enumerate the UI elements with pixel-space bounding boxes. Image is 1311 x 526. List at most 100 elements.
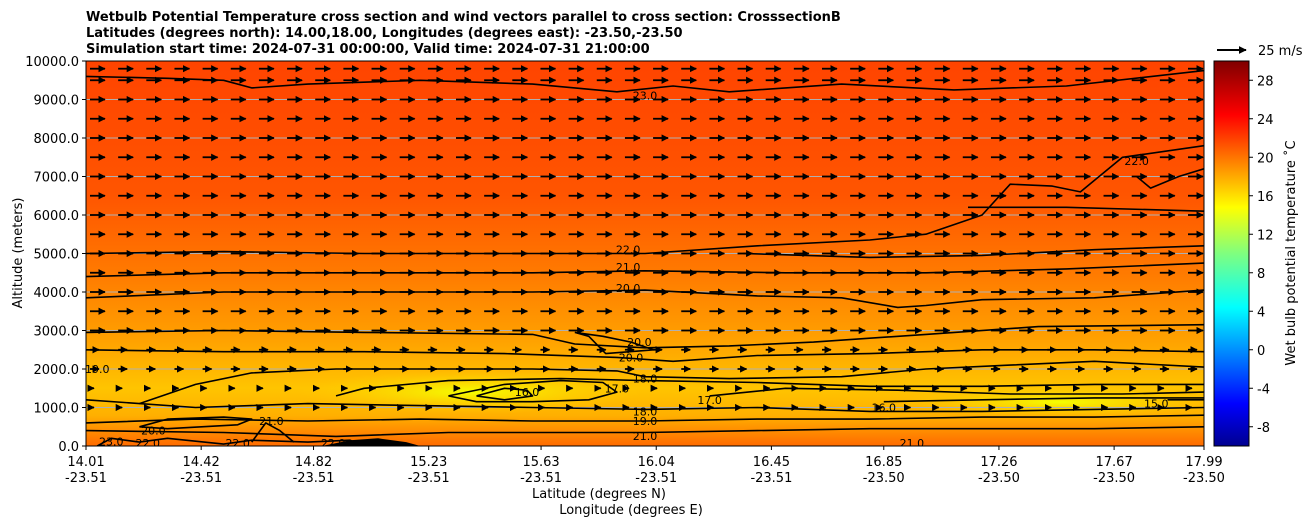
- y-tick-label-10: 10000.0: [25, 55, 79, 70]
- colorbar-tick-label-2: 0: [1257, 344, 1265, 359]
- y-axis: 0.0 1000.0 2000.0 3000.0 4000.0 5000.0 6000.0 7…: [25, 55, 86, 455]
- contour-22-3: [1136, 168, 1204, 189]
- contour-label-13: 17.0: [605, 382, 630, 395]
- contour-label-6: 20.0: [619, 351, 644, 364]
- chart-title: Wetbulb Potential Temperature cross sect…: [86, 10, 841, 57]
- title-line-1: Wetbulb Potential Temperature cross sect…: [86, 10, 841, 25]
- y-tick-label-1: 1000.0: [34, 402, 80, 417]
- contour-label-0: 23.0: [633, 90, 658, 103]
- colorbar-tick-label-5: 12: [1257, 228, 1274, 243]
- x-tick-lat-0: 14.01: [67, 455, 104, 470]
- y-tick-label-7: 7000.0: [34, 171, 80, 186]
- x-tick-lon-8: -23.50: [978, 471, 1020, 486]
- colorbar: -8 -4 0 4 8 12 16 20 24 28 Wet bulb potential tem…: [1213, 60, 1299, 447]
- contour-20-8: [86, 323, 1204, 349]
- contour-label-5: 20.0: [627, 336, 652, 349]
- wind-vectors: [87, 65, 1204, 412]
- colorbar-tick-label-9: 28: [1257, 74, 1274, 89]
- terrain-shape: [322, 438, 421, 446]
- x-tick-lon-2: -23.51: [293, 471, 335, 486]
- contour-16-16: [883, 397, 1204, 403]
- colorbar-bar: [1213, 60, 1250, 447]
- contour-label-16: 15.0: [1144, 398, 1169, 411]
- x-tick-lon-9: -23.50: [1093, 471, 1135, 486]
- colorbar-ticks: -8 -4 0 4 8 12 16 20 24 28: [1249, 74, 1274, 436]
- contour-label-17: 20.0: [141, 425, 166, 438]
- x-tick-lat-8: 17.26: [980, 455, 1017, 470]
- title-line-2: Latitudes (degrees north): 14.00,18.00, …: [86, 26, 683, 41]
- colorbar-tick-label-0: -8: [1257, 421, 1270, 436]
- cool-core-east: [900, 386, 1204, 418]
- x-tick-lat-7: 16.85: [865, 455, 902, 470]
- contour-20-19: [139, 416, 253, 430]
- contour-22-1: [86, 144, 1204, 255]
- contour-label-23: 23.0: [99, 435, 124, 448]
- quiver-key: 25 m/s: [1217, 44, 1303, 59]
- contour-labels: 23.022.022.021.020.020.020.018.018.019.0…: [85, 90, 1169, 450]
- plot-area: 23.022.022.021.020.020.020.018.018.019.0…: [85, 60, 1205, 450]
- x-tick-lat-10: 17.99: [1185, 455, 1222, 470]
- x-tick-lon-10: -23.50: [1183, 471, 1225, 486]
- x-tick-lon-7: -23.50: [863, 471, 905, 486]
- colorbar-tick-label-1: -4: [1257, 382, 1270, 397]
- colorbar-tick-label-3: 4: [1257, 305, 1265, 320]
- contour-16-15: [476, 387, 534, 401]
- y-tick-label-9: 9000.0: [34, 94, 80, 109]
- contour-label-1: 22.0: [1124, 155, 1149, 168]
- contour-label-14: 17.0: [697, 394, 722, 407]
- x-tick-lat-3: 15.23: [410, 455, 447, 470]
- quiver-key-label: 25 m/s: [1258, 44, 1303, 59]
- terrain: [322, 438, 421, 446]
- y-tick-label-3: 3000.0: [34, 325, 80, 340]
- x-tick-lon-4: -23.51: [520, 471, 562, 486]
- y-tick-label-5: 5000.0: [34, 248, 80, 263]
- contour-label-19: 22.0: [136, 437, 161, 450]
- contour-label-4: 20.0: [616, 282, 641, 295]
- colorbar-label: Wet bulb potential temperature ˚C: [1283, 140, 1299, 365]
- contour-18-11: [335, 377, 1204, 397]
- contour-label-10: 21.0: [633, 430, 658, 443]
- x-tick-lat-9: 17.67: [1096, 455, 1133, 470]
- contour-22-2: [743, 245, 1204, 259]
- contour-label-9: 19.0: [633, 415, 658, 428]
- contour-label-8: 18.0: [633, 405, 658, 418]
- x-tick-lon-1: -23.51: [180, 471, 222, 486]
- x-tick-lat-1: 14.42: [183, 455, 220, 470]
- contour-label-12: 16.0: [515, 386, 540, 399]
- contour-label-7: 18.0: [633, 373, 658, 386]
- colorbar-tick-label-8: 24: [1257, 113, 1274, 128]
- y-axis-label: Altitude (meters): [11, 198, 26, 309]
- x-tick-lon-3: -23.51: [408, 471, 450, 486]
- x-tick-lat-2: 14.82: [295, 455, 332, 470]
- y-tick-label-0: 0.0: [58, 440, 79, 455]
- contour-label-20: 22.0: [225, 437, 250, 450]
- contour-20-6: [86, 289, 1204, 309]
- y-tick-label-2: 2000.0: [34, 363, 80, 378]
- contour-label-22: 21.0: [900, 437, 925, 450]
- x-tick-lat-4: 15.63: [522, 455, 559, 470]
- y-tick-label-4: 4000.0: [34, 286, 80, 301]
- contour-label-3: 21.0: [616, 261, 641, 274]
- contour-21-20: [86, 426, 1204, 438]
- x-tick-lon-5: -23.51: [635, 471, 677, 486]
- contour-label-21: 22.0: [321, 437, 346, 450]
- x-axis-label-2: Longitude (degrees E): [559, 503, 703, 518]
- x-tick-lat-6: 16.45: [753, 455, 790, 470]
- x-tick-lat-5: 16.04: [638, 455, 675, 470]
- y-tick-label-8: 8000.0: [34, 132, 80, 147]
- contour-label-18: 21.0: [259, 415, 284, 428]
- contour-label-2: 22.0: [616, 244, 641, 257]
- contour-label-11: 19.0: [85, 363, 110, 376]
- contour-19-18: [86, 414, 1204, 424]
- contour-22-22: [96, 437, 365, 446]
- contour-22-4: [968, 206, 1204, 212]
- contour-21-21: [251, 422, 295, 443]
- contour-17-13: [448, 379, 618, 403]
- contour-23-0: [86, 69, 1204, 93]
- y-tick-label-6: 6000.0: [34, 209, 80, 224]
- contour-17-14: [709, 387, 1204, 397]
- contour-label-15: 16.0: [872, 402, 897, 415]
- colorbar-tick-label-4: 8: [1257, 267, 1265, 282]
- title-line-3: Simulation start time: 2024-07-31 00:00:…: [86, 42, 650, 57]
